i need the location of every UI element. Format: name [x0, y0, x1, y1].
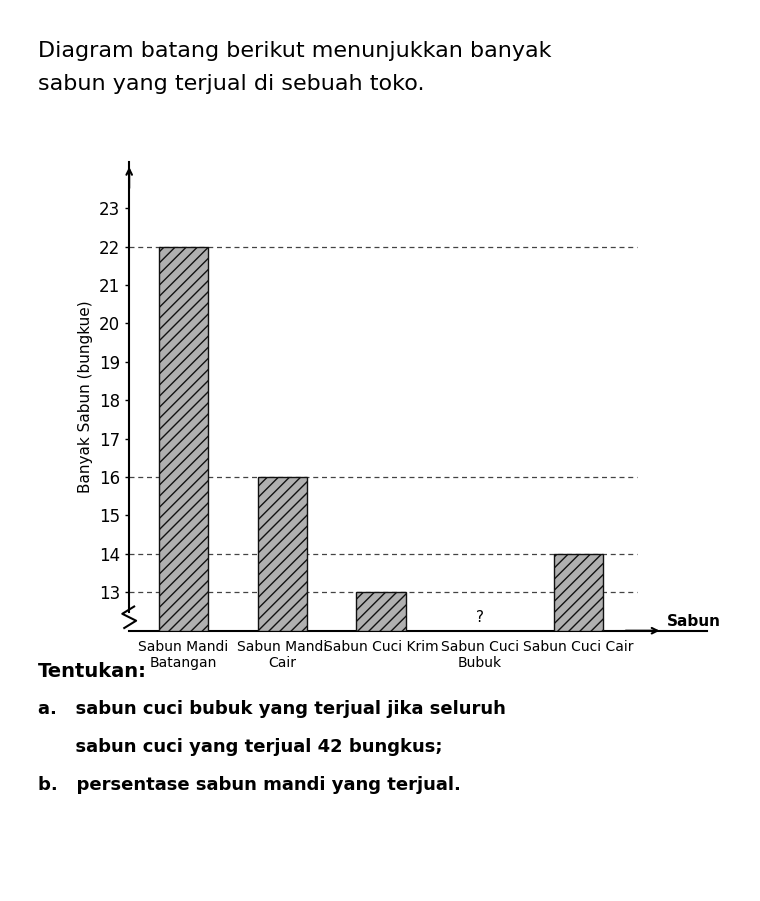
- Text: b.   persentase sabun mandi yang terjual.: b. persentase sabun mandi yang terjual.: [38, 776, 461, 794]
- Text: sabun cuci yang terjual 42 bungkus;: sabun cuci yang terjual 42 bungkus;: [38, 738, 442, 756]
- Text: Sabun: Sabun: [667, 614, 721, 629]
- Bar: [356, 592, 406, 631]
- Text: ?: ?: [476, 610, 483, 625]
- Text: sabun yang terjual di sebuah toko.: sabun yang terjual di sebuah toko.: [38, 74, 425, 94]
- Bar: [554, 554, 603, 631]
- Text: Diagram batang berikut menunjukkan banyak: Diagram batang berikut menunjukkan banya…: [38, 41, 552, 60]
- Y-axis label: Banyak Sabun (bungkue): Banyak Sabun (bungkue): [78, 300, 93, 493]
- Bar: [159, 247, 208, 631]
- Text: a.   sabun cuci bubuk yang terjual jika seluruh: a. sabun cuci bubuk yang terjual jika se…: [38, 700, 506, 718]
- Text: Tentukan:: Tentukan:: [38, 662, 147, 681]
- Bar: [258, 478, 307, 631]
